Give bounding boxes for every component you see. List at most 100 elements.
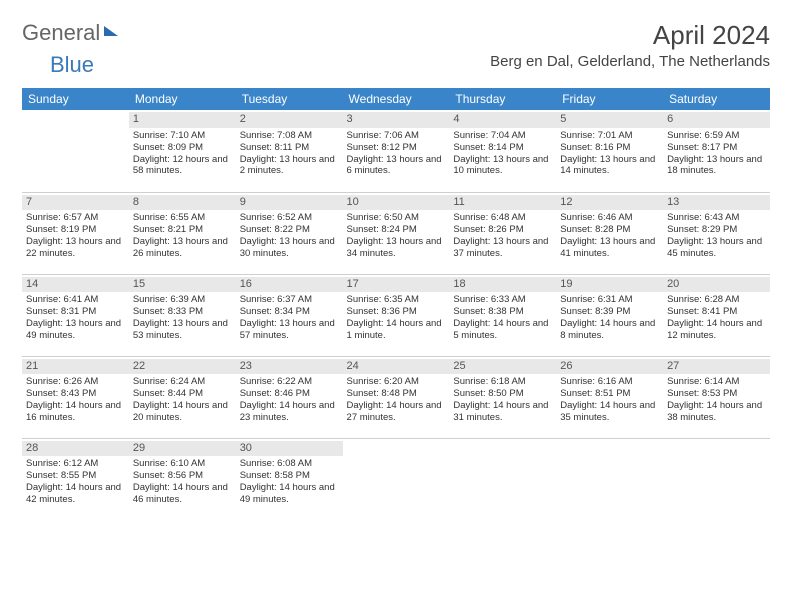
sunset-line: Sunset: 8:28 PM [560, 224, 659, 236]
day-number: 21 [22, 359, 129, 375]
sunset-line: Sunset: 8:22 PM [240, 224, 339, 236]
sunset-line: Sunset: 8:21 PM [133, 224, 232, 236]
calendar-cell: 10Sunrise: 6:50 AMSunset: 8:24 PMDayligh… [343, 192, 450, 274]
day-number: 7 [22, 195, 129, 211]
day-header: Saturday [663, 88, 770, 110]
day-number: 20 [663, 277, 770, 293]
calendar-cell: 18Sunrise: 6:33 AMSunset: 8:38 PMDayligh… [449, 274, 556, 356]
day-number: 24 [343, 359, 450, 375]
day-number: 14 [22, 277, 129, 293]
sunset-line: Sunset: 8:09 PM [133, 142, 232, 154]
sunset-line: Sunset: 8:12 PM [347, 142, 446, 154]
sunrise-line: Sunrise: 7:06 AM [347, 130, 446, 142]
logo: General [22, 20, 120, 46]
sunset-line: Sunset: 8:26 PM [453, 224, 552, 236]
sunrise-line: Sunrise: 6:28 AM [667, 294, 766, 306]
day-number: 15 [129, 277, 236, 293]
day-number: 4 [449, 112, 556, 128]
day-number: 9 [236, 195, 343, 211]
day-number: 26 [556, 359, 663, 375]
sunset-line: Sunset: 8:16 PM [560, 142, 659, 154]
sunrise-line: Sunrise: 6:59 AM [667, 130, 766, 142]
sunrise-line: Sunrise: 6:20 AM [347, 376, 446, 388]
sunset-line: Sunset: 8:31 PM [26, 306, 125, 318]
sunrise-line: Sunrise: 6:22 AM [240, 376, 339, 388]
day-number: 30 [236, 441, 343, 457]
calendar-cell: 4Sunrise: 7:04 AMSunset: 8:14 PMDaylight… [449, 110, 556, 192]
day-number: 27 [663, 359, 770, 375]
sunset-line: Sunset: 8:43 PM [26, 388, 125, 400]
day-header: Thursday [449, 88, 556, 110]
title-block: April 2024 Berg en Dal, Gelderland, The … [490, 20, 770, 70]
page-title: April 2024 [490, 20, 770, 51]
sunset-line: Sunset: 8:56 PM [133, 470, 232, 482]
daylight-line: Daylight: 14 hours and 27 minutes. [347, 400, 446, 424]
day-number: 2 [236, 112, 343, 128]
day-number: 6 [663, 112, 770, 128]
sunset-line: Sunset: 8:44 PM [133, 388, 232, 400]
sunrise-line: Sunrise: 6:31 AM [560, 294, 659, 306]
sunrise-line: Sunrise: 6:48 AM [453, 212, 552, 224]
calendar-cell: 28Sunrise: 6:12 AMSunset: 8:55 PMDayligh… [22, 438, 129, 520]
calendar-cell: 6Sunrise: 6:59 AMSunset: 8:17 PMDaylight… [663, 110, 770, 192]
sunrise-line: Sunrise: 6:24 AM [133, 376, 232, 388]
logo-text-blue: Blue [50, 52, 94, 77]
calendar-cell: 1Sunrise: 7:10 AMSunset: 8:09 PMDaylight… [129, 110, 236, 192]
calendar-cell: 14Sunrise: 6:41 AMSunset: 8:31 PMDayligh… [22, 274, 129, 356]
location-subtitle: Berg en Dal, Gelderland, The Netherlands [490, 53, 770, 70]
day-number: 17 [343, 277, 450, 293]
calendar-cell: . [343, 438, 450, 520]
sunset-line: Sunset: 8:34 PM [240, 306, 339, 318]
daylight-line: Daylight: 14 hours and 16 minutes. [26, 400, 125, 424]
daylight-line: Daylight: 13 hours and 41 minutes. [560, 236, 659, 260]
daylight-line: Daylight: 12 hours and 58 minutes. [133, 154, 232, 178]
sunset-line: Sunset: 8:38 PM [453, 306, 552, 318]
calendar-cell: 21Sunrise: 6:26 AMSunset: 8:43 PMDayligh… [22, 356, 129, 438]
calendar-cell: 22Sunrise: 6:24 AMSunset: 8:44 PMDayligh… [129, 356, 236, 438]
calendar-cell: 27Sunrise: 6:14 AMSunset: 8:53 PMDayligh… [663, 356, 770, 438]
sunset-line: Sunset: 8:29 PM [667, 224, 766, 236]
sunrise-line: Sunrise: 6:08 AM [240, 458, 339, 470]
calendar-cell: 16Sunrise: 6:37 AMSunset: 8:34 PMDayligh… [236, 274, 343, 356]
day-number: 3 [343, 112, 450, 128]
sunset-line: Sunset: 8:50 PM [453, 388, 552, 400]
daylight-line: Daylight: 14 hours and 49 minutes. [240, 482, 339, 506]
calendar-cell: . [663, 438, 770, 520]
daylight-line: Daylight: 13 hours and 49 minutes. [26, 318, 125, 342]
calendar-cell: 24Sunrise: 6:20 AMSunset: 8:48 PMDayligh… [343, 356, 450, 438]
sunrise-line: Sunrise: 6:35 AM [347, 294, 446, 306]
day-header: Tuesday [236, 88, 343, 110]
sunrise-line: Sunrise: 6:14 AM [667, 376, 766, 388]
sunrise-line: Sunrise: 7:10 AM [133, 130, 232, 142]
day-number: 22 [129, 359, 236, 375]
calendar-cell: 11Sunrise: 6:48 AMSunset: 8:26 PMDayligh… [449, 192, 556, 274]
daylight-line: Daylight: 14 hours and 46 minutes. [133, 482, 232, 506]
sunrise-line: Sunrise: 6:52 AM [240, 212, 339, 224]
daylight-line: Daylight: 13 hours and 30 minutes. [240, 236, 339, 260]
calendar-cell: . [22, 110, 129, 192]
calendar-cell: 9Sunrise: 6:52 AMSunset: 8:22 PMDaylight… [236, 192, 343, 274]
daylight-line: Daylight: 14 hours and 35 minutes. [560, 400, 659, 424]
calendar-cell: 30Sunrise: 6:08 AMSunset: 8:58 PMDayligh… [236, 438, 343, 520]
sunrise-line: Sunrise: 6:46 AM [560, 212, 659, 224]
calendar-cell: 15Sunrise: 6:39 AMSunset: 8:33 PMDayligh… [129, 274, 236, 356]
day-number: 16 [236, 277, 343, 293]
logo-text-general: General [22, 20, 100, 46]
day-number: 13 [663, 195, 770, 211]
day-header: Friday [556, 88, 663, 110]
sunrise-line: Sunrise: 6:39 AM [133, 294, 232, 306]
calendar-cell: 5Sunrise: 7:01 AMSunset: 8:16 PMDaylight… [556, 110, 663, 192]
sunset-line: Sunset: 8:58 PM [240, 470, 339, 482]
daylight-line: Daylight: 14 hours and 42 minutes. [26, 482, 125, 506]
daylight-line: Daylight: 14 hours and 20 minutes. [133, 400, 232, 424]
sunrise-line: Sunrise: 7:08 AM [240, 130, 339, 142]
calendar-cell: 3Sunrise: 7:06 AMSunset: 8:12 PMDaylight… [343, 110, 450, 192]
sunset-line: Sunset: 8:48 PM [347, 388, 446, 400]
daylight-line: Daylight: 14 hours and 38 minutes. [667, 400, 766, 424]
day-number: 25 [449, 359, 556, 375]
sunrise-line: Sunrise: 6:12 AM [26, 458, 125, 470]
calendar-cell: 23Sunrise: 6:22 AMSunset: 8:46 PMDayligh… [236, 356, 343, 438]
daylight-line: Daylight: 13 hours and 10 minutes. [453, 154, 552, 178]
day-number: 8 [129, 195, 236, 211]
day-header: Wednesday [343, 88, 450, 110]
